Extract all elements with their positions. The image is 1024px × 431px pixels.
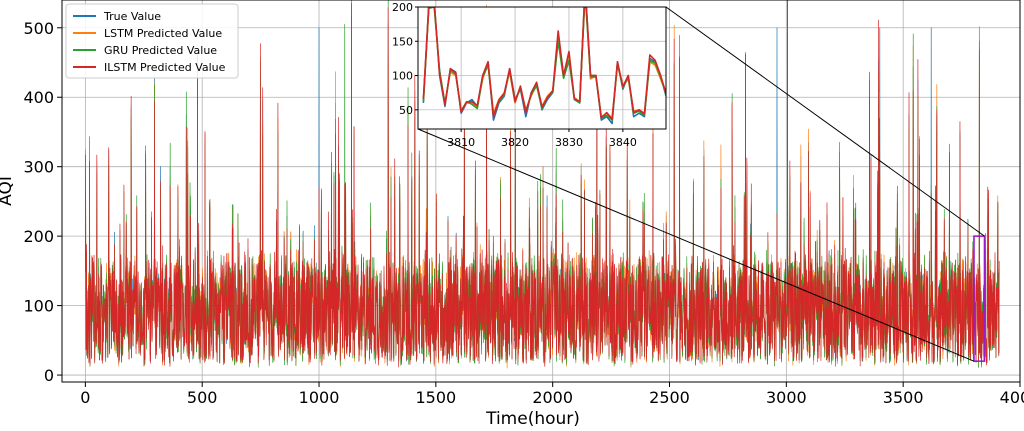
x-tick-label: 1000 (299, 388, 340, 407)
y-tick-label: 300 (23, 158, 54, 177)
inset-series-line-ilstm-predicted-value (422, 7, 666, 121)
x-tick-label: 2000 (532, 388, 573, 407)
legend-box (65, 3, 239, 79)
legend-label: GRU Predicted Value (104, 44, 217, 57)
inset-axes: 3810 3820 3830 3840 50 100 150 200 (392, 1, 637, 149)
zoom-region-rect (973, 235, 986, 362)
x-tick-label: 3000 (766, 388, 807, 407)
legend-label: True Value (103, 10, 161, 23)
x-tick-label: 2500 (649, 388, 690, 407)
inset-x-tick-label: 3810 (447, 136, 475, 149)
x-axis-label: Time(hour) (485, 409, 580, 427)
y-tick-label: 400 (23, 88, 54, 107)
x-tick-label: 4000 (1000, 388, 1024, 407)
zoom-connector-line (417, 128, 975, 362)
inset-x-tick-label: 3820 (501, 136, 529, 149)
y-tick-label: 100 (23, 297, 54, 316)
legend-label: ILSTM Predicted Value (104, 61, 226, 74)
x-tick-label: 0 (80, 388, 90, 407)
inset-background (418, 7, 666, 129)
inset-zoom-chart: 3810 3820 3830 3840 50 100 150 200 (392, 1, 667, 149)
inset-frame (417, 6, 667, 130)
x-tick-label: 3500 (883, 388, 924, 407)
y-tick-label: 500 (23, 19, 54, 38)
zoom-connector-lines (417, 6, 985, 362)
y-tick-label: 200 (23, 227, 54, 246)
legend: True Value LSTM Predicted Value GRU Predic… (65, 3, 239, 79)
inset-y-tick-label: 50 (399, 104, 413, 117)
x-tick-label: 1500 (415, 388, 456, 407)
inset-x-tick-label: 3830 (555, 136, 583, 149)
inset-y-tick-label: 100 (392, 70, 413, 83)
x-tick-label: 500 (187, 388, 218, 407)
main-plot-area (85, 0, 1000, 369)
inset-x-tick-label: 3840 (609, 136, 637, 149)
inset-y-tick-label: 200 (392, 1, 413, 14)
series-line-ilstm-predicted-value (85, 0, 1000, 368)
inset-plot-area (422, 7, 666, 125)
legend-label: LSTM Predicted Value (104, 27, 222, 40)
y-axis-label: AQI (0, 176, 16, 206)
inset-y-tick-label: 150 (392, 35, 413, 48)
y-tick-label: 0 (44, 366, 54, 385)
main-plot-frame (61, 0, 1021, 383)
main-axes: 0 500 1000 1500 2000 2500 3000 3500 4000 0 100 200 3… (23, 19, 1024, 407)
zoom-marker (973, 235, 986, 362)
zoom-connector-line (665, 6, 985, 237)
